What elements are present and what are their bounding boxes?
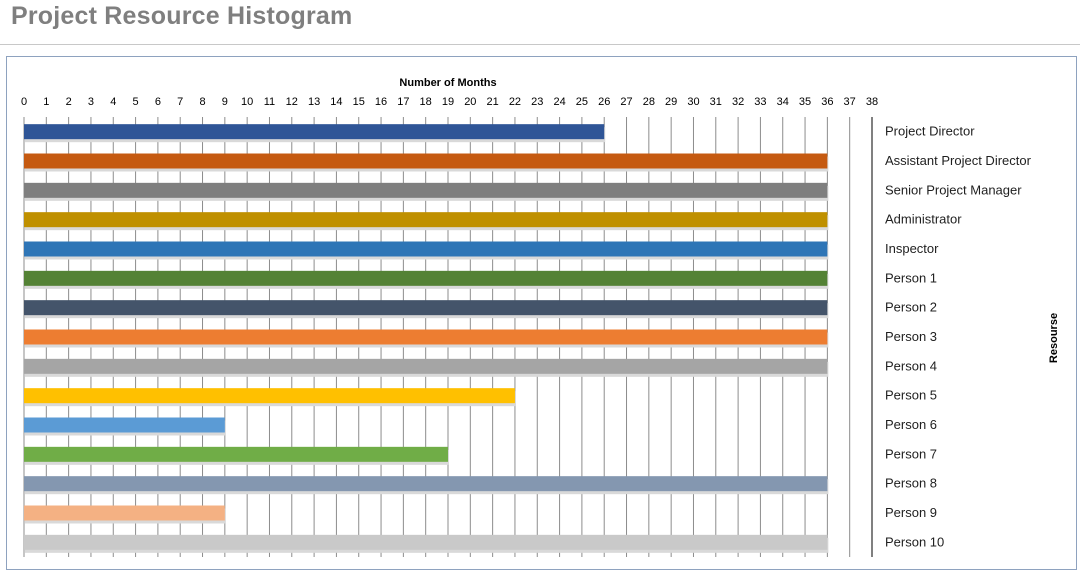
x-tick-label: 31	[710, 96, 722, 108]
bar-person-3	[24, 329, 828, 345]
category-label: Person 8	[885, 476, 937, 491]
x-tick-label: 36	[821, 96, 833, 108]
bar-person-2	[24, 300, 828, 316]
category-label: Assistant Project Director	[885, 153, 1032, 168]
x-axis-ticks: 0 1 2 3 4 5 6 7 8 9 10 11 12 13 14 15 16 17 18 19 20 21 22 23 24…	[21, 96, 878, 108]
page-title: Project Resource Histogram	[11, 2, 353, 30]
x-tick-label: 26	[598, 96, 610, 108]
x-tick-label: 9	[222, 96, 228, 108]
x-tick-label: 3	[88, 96, 94, 108]
category-labels: Project Director Assistant Project Direct…	[885, 124, 1032, 550]
x-tick-label: 1	[43, 96, 49, 108]
bar-person-8	[24, 476, 828, 492]
x-tick-label: 34	[777, 96, 789, 108]
x-tick-label: 22	[509, 96, 521, 108]
category-label: Person 7	[885, 446, 937, 461]
chart-frame: 0 1 2 3 4 5 6 7 8 9 10 11 12 13 14 15 16 17 18 19 20 21 22 23 24…	[6, 56, 1077, 570]
category-label: Person 2	[885, 300, 937, 315]
x-tick-label: 32	[732, 96, 744, 108]
x-tick-label: 8	[199, 96, 205, 108]
bar-person-5	[24, 388, 515, 404]
category-label: Project Director	[885, 124, 975, 139]
bar-project-director	[24, 124, 605, 140]
x-tick-label: 16	[375, 96, 387, 108]
category-label: Person 4	[885, 358, 937, 373]
x-tick-label: 24	[553, 96, 565, 108]
x-tick-label: 38	[866, 96, 878, 108]
x-tick-label: 11	[264, 96, 275, 108]
category-label: Person 5	[885, 388, 937, 403]
x-tick-label: 4	[110, 96, 116, 108]
x-tick-label: 30	[687, 96, 699, 108]
category-label: Person 6	[885, 417, 937, 432]
category-label: Administrator	[885, 212, 962, 227]
x-tick-label: 5	[133, 96, 139, 108]
x-tick-label: 7	[177, 96, 183, 108]
x-tick-label: 18	[420, 96, 432, 108]
title-divider	[0, 44, 1080, 45]
bar-person-4	[24, 358, 828, 374]
category-label: Inspector	[885, 241, 939, 256]
x-tick-label: 23	[531, 96, 543, 108]
x-tick-label: 25	[576, 96, 588, 108]
x-tick-label: 10	[241, 96, 253, 108]
x-tick-label: 6	[155, 96, 161, 108]
bar-person-10	[24, 534, 828, 550]
category-label: Senior Project Manager	[885, 182, 1022, 197]
x-tick-label: 19	[442, 96, 454, 108]
bar-administrator	[24, 212, 828, 228]
x-tick-label: 20	[464, 96, 476, 108]
bar-person-9	[24, 505, 225, 521]
bar-series	[24, 124, 829, 553]
x-tick-label: 21	[487, 96, 499, 108]
x-tick-label: 14	[330, 96, 342, 108]
x-tick-label: 13	[308, 96, 320, 108]
category-label: Person 1	[885, 270, 937, 285]
x-tick-label: 29	[665, 96, 677, 108]
x-tick-label: 37	[844, 96, 856, 108]
x-tick-label: 33	[754, 96, 766, 108]
x-tick-label: 17	[397, 96, 409, 108]
bar-person-7	[24, 446, 448, 462]
x-tick-label: 0	[21, 96, 27, 108]
bar-person-1	[24, 270, 828, 286]
bar-inspector	[24, 241, 828, 257]
x-tick-label: 35	[799, 96, 811, 108]
category-label: Person 3	[885, 329, 937, 344]
bar-person-6	[24, 417, 225, 433]
x-tick-label: 27	[620, 96, 632, 108]
x-axis-title: Number of Months	[399, 77, 496, 89]
y-axis-title: Resourse	[1048, 313, 1060, 363]
bar-assistant-project-director	[24, 153, 828, 169]
x-tick-label: 2	[66, 96, 72, 108]
resource-histogram-chart: 0 1 2 3 4 5 6 7 8 9 10 11 12 13 14 15 16 17 18 19 20 21 22 23 24…	[21, 77, 1060, 557]
x-tick-label: 28	[643, 96, 655, 108]
category-label: Person 9	[885, 505, 937, 520]
x-tick-label: 12	[286, 96, 298, 108]
x-tick-label: 15	[353, 96, 365, 108]
category-label: Person 10	[885, 534, 944, 549]
bar-senior-project-manager	[24, 182, 828, 198]
